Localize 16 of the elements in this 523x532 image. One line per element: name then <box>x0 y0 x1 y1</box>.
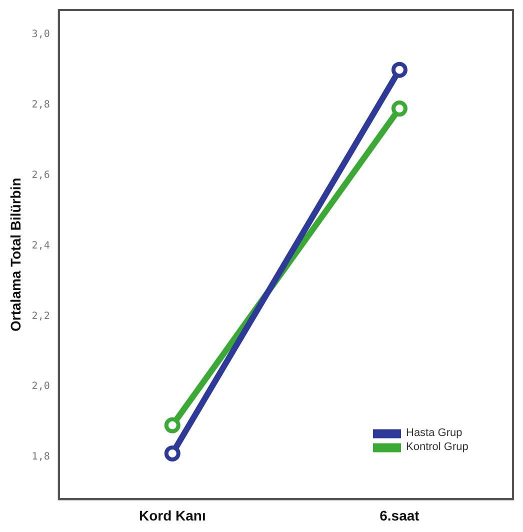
legend-label: Kontrol Grup <box>406 441 468 454</box>
y-tick-label: 3,0 <box>32 29 50 40</box>
y-axis-title: Ortalama Total Bilürbin <box>7 178 24 332</box>
x-tick-label: 6.saat <box>380 507 420 524</box>
point <box>164 445 180 462</box>
x-tick-label: Kord Kanı <box>138 507 206 524</box>
y-tick-label: 2,2 <box>32 310 50 322</box>
point <box>164 417 180 434</box>
y-tick-label: 1,8 <box>32 452 50 463</box>
y-tick-label: 2,6 <box>32 170 50 182</box>
y-tick-label: 2,0 <box>32 381 50 392</box>
y-tick-label: 2,4 <box>32 240 50 252</box>
point <box>391 62 408 78</box>
legend-label: Hasta Grup <box>406 427 462 440</box>
y-tick-label: 2,8 <box>32 100 50 111</box>
point <box>391 100 408 117</box>
